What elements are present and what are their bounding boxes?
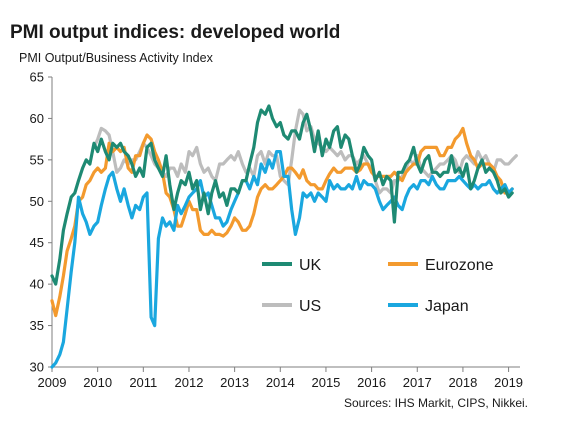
legend-label-us: US	[299, 298, 321, 315]
x-tick-label: 2017	[403, 375, 432, 390]
legend-label-uk: UK	[299, 257, 322, 274]
y-tick-label: 30	[30, 360, 44, 375]
x-tick-label: 2012	[175, 375, 204, 390]
y-tick-label: 35	[30, 318, 44, 333]
y-tick-label: 55	[30, 152, 44, 167]
x-tick-label: 2009	[38, 375, 67, 390]
x-tick-label: 2014	[266, 375, 295, 390]
chart-title: PMI output indices: developed world	[10, 22, 341, 43]
source-note: Sources: IHS Markit, CIPS, Nikkei.	[343, 396, 528, 410]
x-tick-label: 2013	[220, 375, 249, 390]
y-tick-label: 40	[30, 277, 44, 292]
x-tick-label: 2019	[494, 375, 523, 390]
x-tick-label: 2018	[448, 375, 477, 390]
y-tick-label: 65	[30, 70, 44, 85]
legend-label-eurozone: Eurozone	[425, 257, 494, 274]
y-tick-label: 60	[30, 111, 44, 126]
series-line-eurozone	[50, 126, 514, 318]
series-line-uk	[50, 104, 514, 286]
y-tick-label: 45	[30, 235, 44, 250]
x-tick-label: 2010	[83, 375, 112, 390]
x-tick-label: 2016	[357, 375, 386, 390]
legend-label-japan: Japan	[425, 298, 469, 315]
series-line-japan	[50, 150, 514, 369]
x-tick-label: 2015	[311, 375, 340, 390]
y-tick-label: 50	[30, 194, 44, 209]
x-tick-label: 2011	[129, 375, 157, 390]
y-axis-label: PMI Output/Business Activity Index	[19, 51, 213, 65]
